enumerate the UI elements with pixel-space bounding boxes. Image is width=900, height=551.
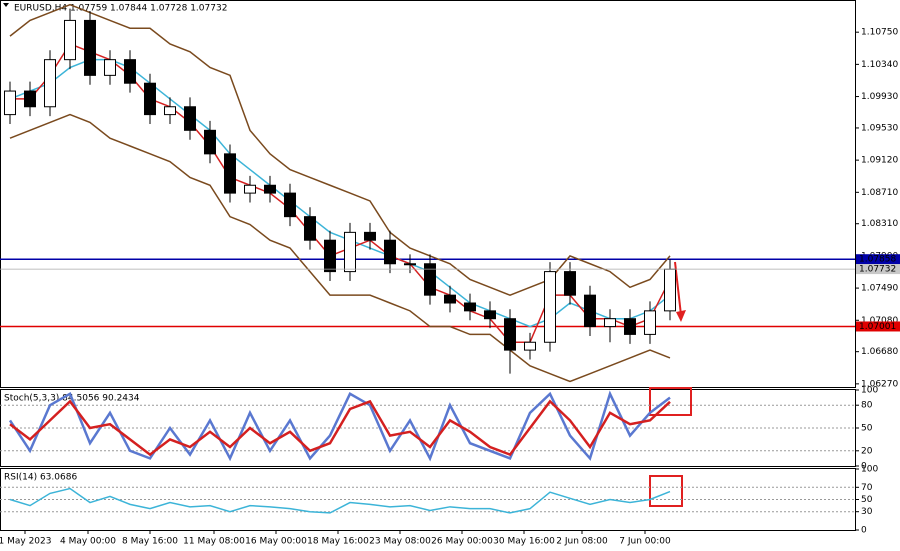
x-tick-label: 18 May 16:00 [307,537,369,547]
price-tag-label: 1.07001 [859,322,896,332]
indicator-line [9,58,671,328]
x-tick-label: 7 Jun 00:00 [619,537,671,547]
y-tick-label: 0 [861,462,867,472]
indicator-line [9,113,671,383]
price-tag [856,254,900,265]
price-tag [856,264,900,275]
x-tick-label: 4 May 00:00 [60,537,116,547]
menu-icon [3,3,9,7]
candle-body [184,106,196,131]
indicator-line [9,3,671,296]
candle-body [364,231,376,241]
candle-body [504,318,516,351]
y-tick-label: 1.08310 [861,219,898,229]
x-tick-label: 23 May 08:00 [369,537,431,547]
candle-body [104,59,116,76]
x-tick-label: 2 Jun 08:00 [556,537,608,547]
rsi-title: RSI(14) 63.0686 [4,473,77,483]
y-tick-label: 30 [861,507,873,517]
candle-body [524,341,536,351]
y-tick-label: 1.06270 [861,379,898,389]
y-tick-label: 50 [861,495,873,505]
candle-body [464,302,476,312]
x-tick-label: 30 May 16:00 [493,537,555,547]
candle-body [344,231,356,273]
candle-body [244,184,256,194]
candle-body [124,59,136,84]
price-tag-label: 1.07732 [859,265,896,275]
price-tag [856,321,900,332]
y-tick-label: 1.06680 [861,347,898,357]
y-tick-label: 1.09530 [861,123,898,133]
y-tick-label: 50 [861,424,873,434]
candle-body [24,90,36,108]
y-tick-label: 1.07080 [861,316,898,326]
y-tick-label: 1.10750 [861,28,898,38]
y-tick-label: 1.10340 [861,60,898,70]
candle-body [284,192,296,218]
candle-body [544,271,556,343]
y-tick-label: 70 [861,483,873,493]
candle-body [264,184,276,194]
x-tick-label: 1 May 2023 [0,537,51,547]
candle-body [384,239,396,265]
x-tick-label: 26 May 00:00 [431,537,493,547]
y-tick-label: 80 [861,401,873,411]
arrow-head [676,310,686,322]
candle-body [624,318,636,335]
candle-body [164,106,176,116]
y-tick-label: 20 [861,446,873,456]
chart-title: EURUSD,H4 1.07759 1.07844 1.07728 1.0773… [14,4,227,14]
y-tick-label: 1.09120 [861,156,898,166]
candle-body [64,19,76,61]
candle-body [204,129,216,155]
candle-body [564,271,576,296]
x-tick-label: 8 May 16:00 [122,537,178,547]
y-tick-label: 1.09930 [861,92,898,102]
main-panel [0,0,856,388]
candle-body [84,19,96,76]
y-tick-label: 100 [861,386,878,396]
candle-body [304,216,316,241]
candle-body [4,90,16,116]
candle-body [144,82,156,116]
candle-body [484,310,496,320]
price-tag-label: 1.07858 [859,255,896,265]
indicator-line [10,43,671,344]
y-tick-label: 100 [861,465,878,475]
candle-body [324,239,336,273]
candle-body [604,318,616,328]
highlight-box [649,387,692,416]
candle-body [44,59,56,108]
y-tick-label: 0 [861,526,867,536]
x-tick-label: 16 May 00:00 [245,537,307,547]
indicator-line [9,487,671,514]
highlight-box [649,475,683,507]
y-tick-label: 1.07490 [861,284,898,294]
candle-body [584,294,596,328]
indicator-line [9,399,671,457]
candle-body [444,294,456,304]
candle-body [664,268,676,312]
x-tick-label: 11 May 08:00 [183,537,245,547]
candle-body [424,263,436,296]
candle-body [224,153,236,194]
candle-body [644,310,656,335]
candle-body [404,263,416,266]
y-tick-label: 1.08710 [861,188,898,198]
